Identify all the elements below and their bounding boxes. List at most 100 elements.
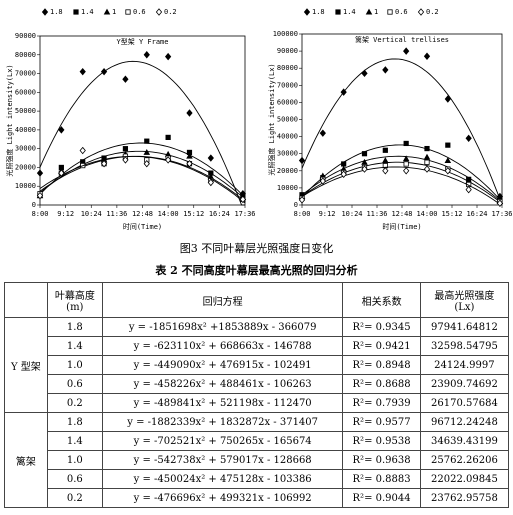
y-tick-label: 10000 [277, 184, 298, 192]
header-cell: 叶幕高度 (m) [46, 282, 103, 318]
marker [496, 199, 504, 208]
marker [403, 161, 409, 167]
y-tick-label: 50000 [277, 116, 298, 124]
header-cell: 相关系数 [342, 282, 421, 318]
table-cell: 1.0 [46, 450, 103, 470]
marker [424, 159, 430, 165]
trend-line [301, 58, 503, 206]
table-row: 1.0 y = -542738x² + 579017x - 128668 R²= 0… [5, 450, 510, 470]
x-axis-label: 时间(Time) [123, 222, 162, 231]
marker [165, 156, 172, 164]
table-cell: 1.0 [46, 355, 103, 375]
x-tick-label: 10:24 [81, 210, 102, 218]
marker [207, 178, 214, 187]
table-cell: 96712.24248 [419, 412, 510, 432]
table-cell: 24124.9997 [419, 355, 510, 375]
marker [143, 51, 150, 59]
table-cell: y = -1851698x² +1853889x - 366079 [101, 317, 344, 337]
group-cell: 篱架 [4, 412, 48, 508]
y-tick-label: 30000 [277, 150, 298, 158]
table-cell: y = -449090x² + 476915x - 102491 [101, 355, 344, 375]
marker [424, 145, 430, 152]
table-row: 篱架 1.8 y = -1882339x² + 1832872x - 371407 R… [4, 412, 510, 508]
marker [423, 165, 431, 173]
marker [382, 66, 389, 74]
marker [165, 134, 171, 140]
x-tick-label: 14:00 [416, 210, 437, 218]
x-tick-label: 8:00 [294, 210, 311, 218]
marker [465, 185, 472, 194]
y-tick-label: 70000 [277, 81, 298, 89]
table-cell: 22022.09845 [419, 469, 510, 489]
marker [444, 167, 451, 175]
marker [239, 195, 246, 204]
y-tick-label: 80000 [15, 51, 36, 59]
figure-caption: 图3 不同叶幕层光照强度日变化 [179, 242, 334, 255]
x-tick-label: 9:12 [319, 210, 336, 218]
table-cell: R²= 0.9044 [342, 488, 421, 508]
y-axis-label: 光照强度 Light intensity(Lx) [5, 64, 14, 176]
table-row: 1.4 y = -702521x² + 750265x - 165674 R²= 0… [5, 431, 510, 451]
table-cell: 26170.57684 [419, 393, 510, 413]
table-cell: 25762.26206 [419, 450, 510, 470]
y-tick-label: 100000 [273, 30, 298, 38]
marker [58, 169, 65, 177]
table-cell: 34639.43199 [419, 431, 510, 451]
table-row: 0.6 y = -458226x² + 488461x - 106263 R²= 0… [5, 374, 510, 394]
marker [340, 88, 347, 96]
marker [144, 138, 150, 144]
x-tick-label: 17:36 [491, 210, 512, 218]
x-tick-label: 9:12 [57, 210, 74, 218]
x-tick-label: 15:12 [441, 210, 462, 218]
marker [207, 154, 214, 162]
x-tick-label: 15:12 [183, 210, 204, 218]
table-cell: 1.4 [46, 336, 103, 356]
x-tick-label: 17:36 [234, 210, 255, 218]
trend-line [301, 166, 503, 206]
marker [361, 151, 368, 157]
legend-label: 1.4 [343, 8, 356, 16]
marker [122, 156, 129, 164]
header-cell: 最高光照强度 (Lx) [419, 282, 510, 318]
marker [73, 9, 79, 15]
marker [103, 8, 111, 15]
table-cell: R²= 0.9638 [342, 450, 421, 470]
marker [186, 152, 193, 159]
group-cell: Y 型架 [4, 317, 48, 413]
table-cell: R²= 0.9345 [342, 317, 421, 337]
marker [165, 52, 172, 61]
legend-label: 1.8 [50, 8, 63, 16]
y-tick-label: 50000 [15, 107, 36, 115]
trend-line [301, 155, 503, 203]
y-tick-label: 10000 [15, 182, 36, 190]
marker [186, 109, 193, 117]
y-tick-label: 90000 [15, 32, 36, 40]
table-cell: y = -450024x² + 475128x - 103386 [101, 469, 344, 489]
y-tick-label: 20000 [15, 163, 36, 171]
x-tick-label: 11:36 [106, 210, 127, 218]
marker [143, 159, 150, 168]
marker [79, 67, 86, 76]
table-cell: y = -458226x² + 488461x - 106263 [101, 374, 344, 394]
y-tick-label: 60000 [15, 88, 36, 96]
marker [41, 8, 49, 16]
marker [100, 67, 108, 76]
y-tick-label: 40000 [15, 126, 36, 134]
legend-label: 1.8 [312, 8, 325, 16]
y-tick-label: 0 [32, 201, 36, 209]
x-tick-label: 8:00 [32, 210, 49, 218]
table-cell: 23762.95758 [419, 488, 510, 508]
marker [155, 8, 163, 16]
chart-title: Y型架 Y Frame [117, 37, 169, 46]
marker [58, 126, 65, 134]
table-cell: R²= 0.9577 [342, 412, 421, 432]
legend-label: 1.4 [81, 8, 94, 16]
table-cell: y = -476696x² + 499321x - 106992 [101, 488, 344, 508]
header-row: 叶幕高度 (m) 回归方程 相关系数 最高光照强度 (Lx) [4, 282, 510, 318]
table-cell: y = -489841x² + 521198x - 112470 [101, 393, 344, 413]
y-tick-label: 30000 [15, 145, 36, 153]
x-tick-label: 12:48 [391, 210, 412, 218]
marker [122, 146, 129, 152]
legend-label: 1 [374, 8, 378, 16]
